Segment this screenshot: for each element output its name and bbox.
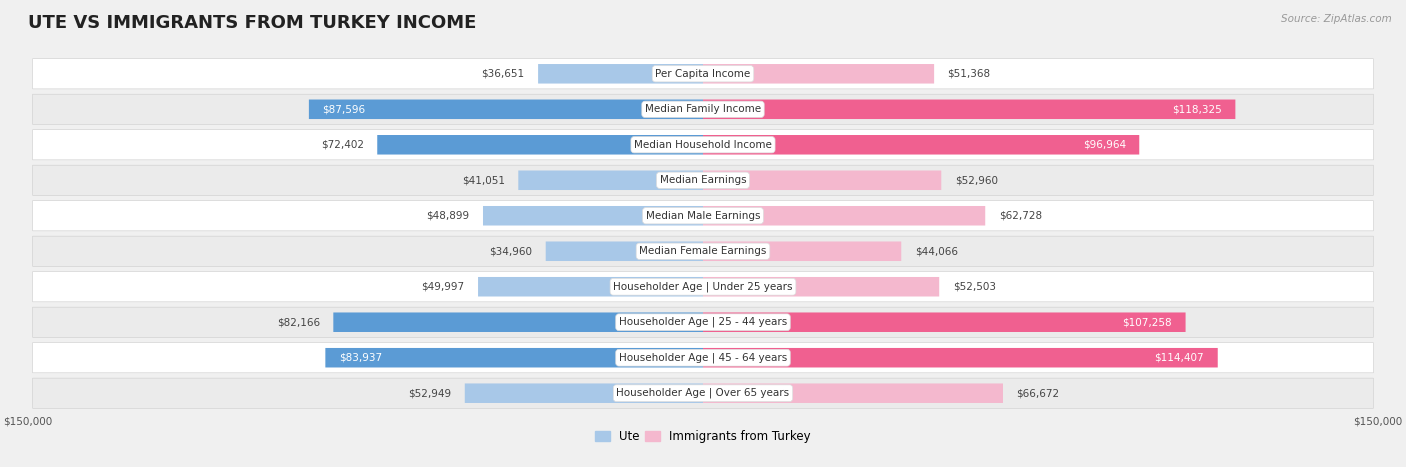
Text: Householder Age | 25 - 44 years: Householder Age | 25 - 44 years (619, 317, 787, 327)
Text: $36,651: $36,651 (481, 69, 524, 79)
Text: Median Female Earnings: Median Female Earnings (640, 246, 766, 256)
FancyBboxPatch shape (484, 206, 703, 226)
Text: $52,949: $52,949 (408, 388, 451, 398)
FancyBboxPatch shape (32, 59, 1374, 89)
Text: $52,503: $52,503 (953, 282, 995, 292)
FancyBboxPatch shape (32, 272, 1374, 302)
FancyBboxPatch shape (703, 64, 934, 84)
Text: Median Earnings: Median Earnings (659, 175, 747, 185)
FancyBboxPatch shape (703, 99, 1236, 119)
Text: Householder Age | 45 - 64 years: Householder Age | 45 - 64 years (619, 353, 787, 363)
FancyBboxPatch shape (703, 241, 901, 261)
Text: Median Family Income: Median Family Income (645, 104, 761, 114)
Text: $48,899: $48,899 (426, 211, 470, 221)
Text: $62,728: $62,728 (998, 211, 1042, 221)
Text: $34,960: $34,960 (489, 246, 533, 256)
Text: $41,051: $41,051 (461, 175, 505, 185)
FancyBboxPatch shape (32, 165, 1374, 195)
Text: $107,258: $107,258 (1122, 317, 1173, 327)
Text: Median Household Income: Median Household Income (634, 140, 772, 150)
FancyBboxPatch shape (519, 170, 703, 190)
FancyBboxPatch shape (465, 383, 703, 403)
FancyBboxPatch shape (32, 343, 1374, 373)
Text: $66,672: $66,672 (1017, 388, 1060, 398)
Text: UTE VS IMMIGRANTS FROM TURKEY INCOME: UTE VS IMMIGRANTS FROM TURKEY INCOME (28, 14, 477, 32)
Text: $51,368: $51,368 (948, 69, 991, 79)
FancyBboxPatch shape (703, 348, 1218, 368)
Text: Median Male Earnings: Median Male Earnings (645, 211, 761, 221)
FancyBboxPatch shape (325, 348, 703, 368)
FancyBboxPatch shape (32, 130, 1374, 160)
Text: $82,166: $82,166 (277, 317, 319, 327)
FancyBboxPatch shape (703, 170, 941, 190)
Text: $118,325: $118,325 (1173, 104, 1222, 114)
Text: $83,937: $83,937 (339, 353, 382, 363)
FancyBboxPatch shape (703, 277, 939, 297)
Text: $44,066: $44,066 (915, 246, 957, 256)
Text: Source: ZipAtlas.com: Source: ZipAtlas.com (1281, 14, 1392, 24)
FancyBboxPatch shape (32, 236, 1374, 266)
Text: $114,407: $114,407 (1154, 353, 1205, 363)
FancyBboxPatch shape (309, 99, 703, 119)
Text: $49,997: $49,997 (422, 282, 464, 292)
FancyBboxPatch shape (546, 241, 703, 261)
Text: $87,596: $87,596 (322, 104, 366, 114)
Text: Householder Age | Under 25 years: Householder Age | Under 25 years (613, 282, 793, 292)
Text: Householder Age | Over 65 years: Householder Age | Over 65 years (616, 388, 790, 398)
FancyBboxPatch shape (32, 94, 1374, 124)
Text: Per Capita Income: Per Capita Income (655, 69, 751, 79)
FancyBboxPatch shape (703, 312, 1185, 332)
FancyBboxPatch shape (703, 383, 1002, 403)
FancyBboxPatch shape (703, 206, 986, 226)
Legend: Ute, Immigrants from Turkey: Ute, Immigrants from Turkey (591, 425, 815, 448)
FancyBboxPatch shape (703, 135, 1139, 155)
Text: $52,960: $52,960 (955, 175, 998, 185)
FancyBboxPatch shape (377, 135, 703, 155)
FancyBboxPatch shape (32, 307, 1374, 337)
FancyBboxPatch shape (538, 64, 703, 84)
FancyBboxPatch shape (32, 378, 1374, 408)
FancyBboxPatch shape (478, 277, 703, 297)
FancyBboxPatch shape (333, 312, 703, 332)
FancyBboxPatch shape (32, 201, 1374, 231)
Text: $72,402: $72,402 (321, 140, 364, 150)
Text: $96,964: $96,964 (1083, 140, 1126, 150)
